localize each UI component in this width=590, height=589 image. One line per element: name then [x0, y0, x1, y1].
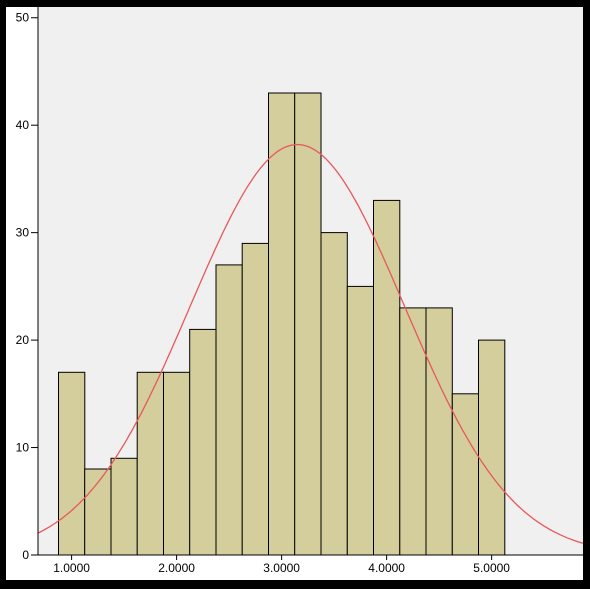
x-tick-label: 3.0000	[263, 561, 300, 575]
histogram-bar	[268, 92, 296, 556]
histogram-bar	[346, 285, 375, 556]
histogram-bar	[294, 92, 322, 556]
x-tick-label: 4.0000	[368, 561, 405, 575]
histogram-bar	[163, 371, 191, 556]
y-tick-label: 10	[16, 441, 30, 455]
histogram-bar	[241, 242, 269, 556]
y-tick-label: 40	[16, 118, 30, 132]
x-tick-label: 2.0000	[158, 561, 195, 575]
x-tick-label: 1.0000	[53, 561, 90, 575]
y-tick-label: 30	[16, 226, 30, 240]
x-axis-ticks: 1.0000 2.0000 3.0000 4.0000 5.0000	[53, 555, 510, 575]
histogram-chart: 0 10 20 30 40 50 1.0000 2.0000 3.0000 4.0000 5.00…	[16, 7, 583, 575]
histogram-bar	[399, 307, 427, 556]
histogram-bar	[215, 264, 243, 556]
histogram-bar	[136, 371, 164, 556]
y-tick-label: 0	[22, 548, 29, 562]
histogram-bar	[373, 199, 401, 556]
histogram-bar	[110, 457, 138, 556]
histogram-bar	[451, 393, 480, 556]
histogram-bar	[320, 232, 348, 556]
histogram-bar	[58, 371, 86, 556]
histogram-bar	[425, 307, 453, 556]
histogram-bar	[189, 328, 217, 556]
bars-group	[58, 92, 506, 556]
normal-curve	[37, 143, 583, 544]
chart-canvas: 0 10 20 30 40 50 1.0000 2.0000 3.0000 4.0000 5.00…	[6, 7, 583, 580]
histogram-bar	[478, 339, 506, 556]
y-tick-label: 20	[16, 333, 30, 347]
y-axis-ticks: 0 10 20 30 40 50	[16, 11, 38, 562]
y-tick-label: 50	[16, 11, 30, 25]
x-tick-label: 5.0000	[473, 561, 510, 575]
